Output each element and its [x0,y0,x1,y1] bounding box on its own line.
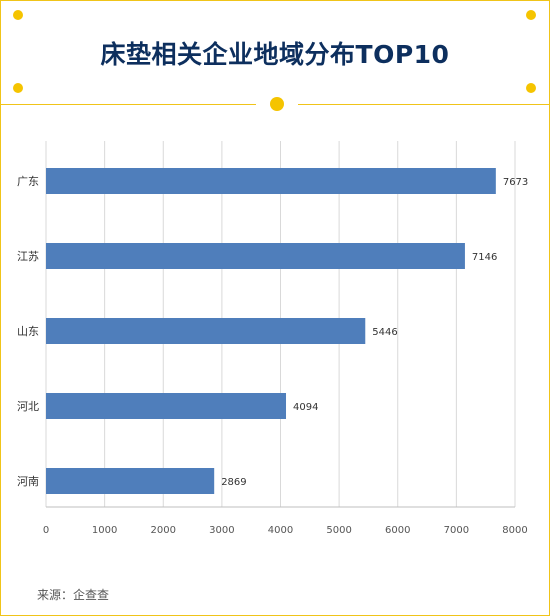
bar [46,468,215,494]
bar [46,318,366,344]
page-title: 床垫相关企业地域分布TOP10 [100,40,450,69]
bar [46,393,287,419]
x-tick-label: 7000 [444,525,469,536]
x-tick-label: 3000 [209,525,234,536]
category-label: 河南 [17,475,39,488]
corner-dot-top-left [13,10,23,20]
category-label: 河北 [17,400,39,413]
x-tick-label: 5000 [326,525,351,536]
x-tick-label: 2000 [151,525,176,536]
category-label: 广东 [17,175,39,188]
category-label: 江苏 [17,250,39,263]
data-label: 7673 [503,177,528,188]
bar [46,243,465,269]
source-note: 来源：企查查 [37,588,110,602]
x-tick-label: 1000 [92,525,117,536]
x-tick-label: 8000 [502,525,527,536]
x-tick-label: 0 [43,525,49,536]
x-tick-label: 4000 [268,525,293,536]
data-label: 2869 [221,477,246,488]
corner-dot-mid-left [13,83,23,93]
bar [46,168,496,194]
divider-left [1,104,256,105]
data-label: 7146 [472,252,497,263]
divider-center-dot [270,97,284,111]
data-label: 5446 [372,327,397,338]
divider-right [298,104,549,105]
corner-dot-top-right [526,10,536,20]
corner-dot-mid-right [526,83,536,93]
data-label: 4094 [293,402,318,413]
category-label: 山东 [17,325,39,338]
x-tick-label: 6000 [385,525,410,536]
bar-chart: 0 1000 2000 3000 4000 5000 6000 7000 8000 广东 7673 江… [17,141,528,536]
